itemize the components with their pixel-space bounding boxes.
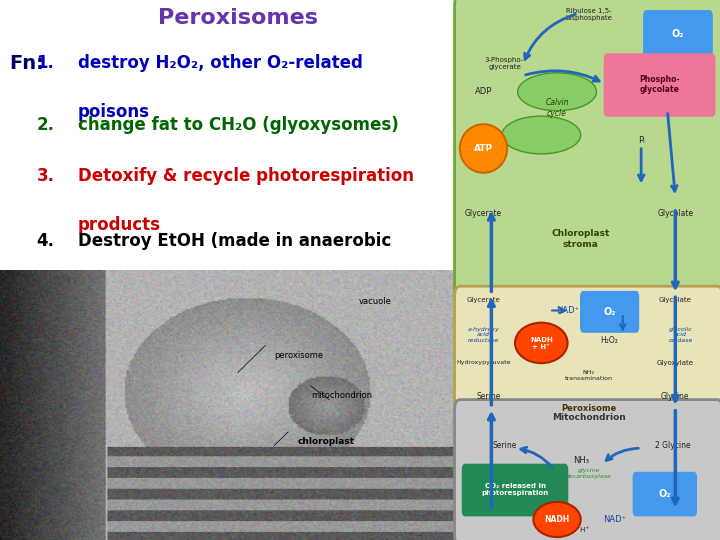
Text: Serine: Serine [492, 441, 517, 450]
FancyBboxPatch shape [644, 11, 712, 57]
Text: 3-Phospho-
glycerate: 3-Phospho- glycerate [485, 57, 524, 70]
Text: NAD⁺: NAD⁺ [603, 515, 626, 524]
Text: peroxisome: peroxisome [274, 351, 323, 360]
Text: 2.: 2. [37, 116, 55, 134]
Text: Glycerate: Glycerate [467, 296, 500, 303]
Text: poisons: poisons [78, 103, 150, 120]
Text: ATP: ATP [474, 144, 493, 153]
FancyBboxPatch shape [454, 0, 720, 305]
Text: roots): roots) [78, 281, 135, 299]
Text: NADH
+ H⁺: NADH + H⁺ [530, 338, 553, 350]
Text: products: products [78, 216, 161, 234]
FancyBboxPatch shape [604, 54, 715, 116]
Text: a-hydroxy
acid
reductase: a-hydroxy acid reductase [467, 327, 500, 343]
Text: Phospho-
glycolate: Phospho- glycolate [639, 75, 680, 94]
Text: Peroxisome: Peroxisome [561, 404, 616, 413]
Text: vacuole: vacuole [359, 297, 392, 306]
FancyBboxPatch shape [581, 292, 639, 332]
Text: Glycine: Glycine [661, 393, 690, 401]
Text: H₂O₂: H₂O₂ [600, 336, 618, 345]
FancyBboxPatch shape [454, 286, 720, 418]
Text: Fn:: Fn: [9, 54, 44, 73]
Text: Ribulose 1,5-
bisphosphate: Ribulose 1,5- bisphosphate [565, 8, 612, 21]
Text: NH₂
transamination: NH₂ transamination [564, 370, 613, 381]
Text: NAD⁺: NAD⁺ [556, 306, 579, 315]
FancyBboxPatch shape [454, 400, 720, 540]
Text: Pᵢ: Pᵢ [638, 136, 644, 145]
Ellipse shape [534, 502, 581, 537]
FancyBboxPatch shape [462, 464, 567, 516]
Text: glycine
decarboxylase: glycine decarboxylase [566, 468, 611, 479]
Text: destroy H₂O₂, other O₂-related: destroy H₂O₂, other O₂-related [78, 54, 363, 72]
Text: + H⁺: + H⁺ [572, 527, 589, 534]
Text: Detoxify & recycle photorespiration: Detoxify & recycle photorespiration [78, 167, 414, 185]
Ellipse shape [502, 116, 581, 154]
Text: Destroy EtOH (made in anaerobic: Destroy EtOH (made in anaerobic [78, 232, 391, 250]
Text: NADH: NADH [544, 515, 570, 524]
Text: mitochondrion: mitochondrion [311, 392, 372, 401]
Text: Chloroplast
stroma: Chloroplast stroma [552, 230, 610, 249]
Text: Mitochondrion: Mitochondrion [552, 413, 626, 422]
Text: Glycolate: Glycolate [657, 209, 693, 218]
Text: Hydroxypyruvate: Hydroxypyruvate [456, 360, 510, 366]
Text: NH₃: NH₃ [572, 456, 589, 464]
Text: Glyoxylate: Glyoxylate [657, 360, 694, 366]
FancyBboxPatch shape [634, 472, 696, 516]
Text: Calvin
cycle: Calvin cycle [545, 98, 569, 118]
Text: ADP: ADP [474, 87, 492, 96]
Text: 4.: 4. [37, 232, 55, 250]
Text: Glycerate: Glycerate [465, 209, 502, 218]
Text: 3.: 3. [37, 167, 55, 185]
Text: O₂: O₂ [659, 489, 671, 499]
Text: glycolic
acid
oxidase: glycolic acid oxidase [668, 327, 693, 343]
Ellipse shape [460, 124, 507, 173]
Text: Peroxisomes: Peroxisomes [158, 8, 318, 28]
Text: O₂: O₂ [672, 29, 684, 39]
Text: 1.: 1. [37, 54, 55, 72]
Text: chloroplast: chloroplast [297, 437, 354, 447]
Text: O₂: O₂ [603, 307, 616, 317]
Text: 2 Glycine: 2 Glycine [655, 441, 690, 450]
Ellipse shape [518, 73, 596, 111]
Text: Serine: Serine [477, 393, 501, 401]
Text: change fat to CH₂O (glyoxysomes): change fat to CH₂O (glyoxysomes) [78, 116, 398, 134]
Ellipse shape [515, 322, 567, 363]
Text: Glycolate: Glycolate [659, 296, 692, 303]
Text: CO₂ released in
photorespiration: CO₂ released in photorespiration [482, 483, 549, 496]
